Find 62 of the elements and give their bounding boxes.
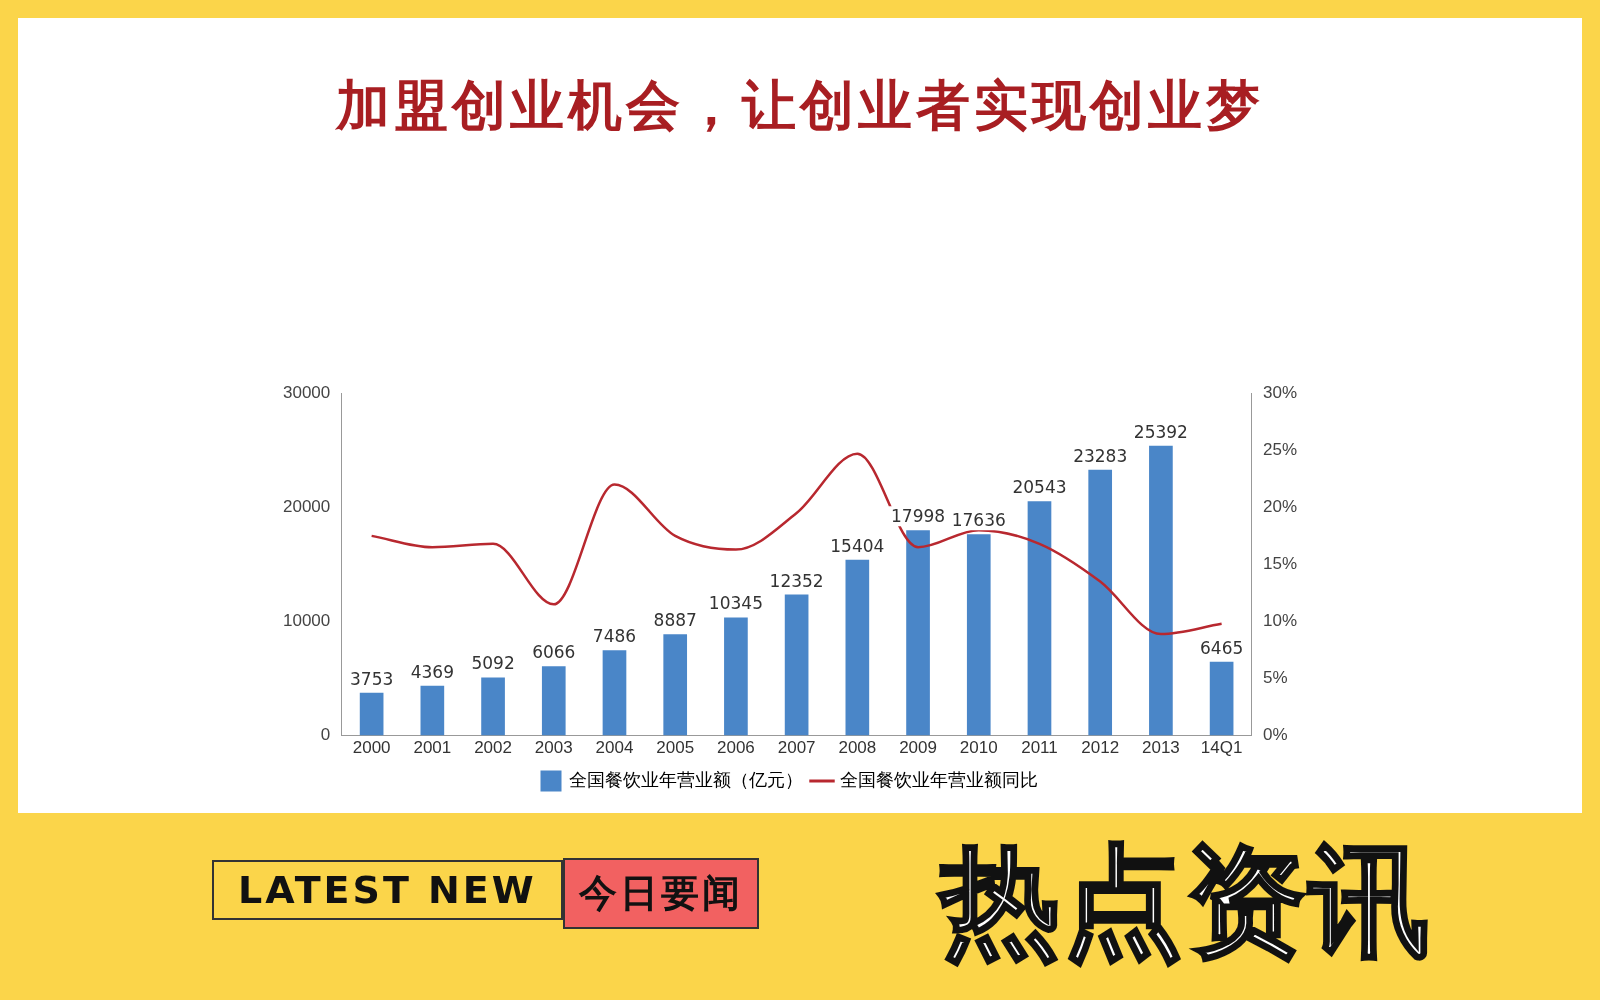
bar <box>602 650 627 736</box>
data-label: 7486 <box>592 626 637 647</box>
y2-tick-label: 10% <box>1262 611 1298 631</box>
bar <box>1149 445 1173 736</box>
data-label: 17636 <box>951 510 1006 531</box>
y2-tick-label: 15% <box>1262 554 1298 574</box>
data-label: 4369 <box>410 661 454 682</box>
x-tick-label: 2012 <box>1081 738 1120 758</box>
y2-tick-label: 0% <box>1262 725 1288 745</box>
bar <box>359 692 384 736</box>
data-label: 25392 <box>1133 421 1188 442</box>
chart-title: 加盟创业机会，让创业者实现创业梦 <box>334 73 1265 139</box>
bar <box>966 534 991 736</box>
text: 热点资讯 <box>940 831 1432 973</box>
data-label: 3753 <box>350 668 394 689</box>
y-tick-label: 30000 <box>282 382 331 402</box>
y-tick-label: 0 <box>320 725 331 745</box>
y-tick-label: 10000 <box>282 611 331 631</box>
legend-label: 全国餐饮业年营业额同比 <box>840 769 1038 790</box>
x-tick-label: 2002 <box>474 738 512 758</box>
x-tick-label: 2006 <box>717 738 755 758</box>
x-tick-label: 2010 <box>959 738 998 758</box>
bar <box>420 685 445 736</box>
bar <box>906 530 930 736</box>
text: 今日要闻 <box>563 858 759 929</box>
x-tick-label: 2004 <box>595 738 634 758</box>
bar <box>663 634 688 736</box>
x-tick-label: 2011 <box>1021 738 1058 758</box>
y2-tick-label: 25% <box>1262 439 1298 459</box>
bar <box>1088 469 1113 736</box>
data-label: 6066 <box>532 642 576 663</box>
y2-tick-label: 5% <box>1262 668 1288 688</box>
bar <box>1209 661 1234 736</box>
bar <box>481 677 505 736</box>
x-tick-label: 2013 <box>1141 738 1180 758</box>
x-tick-label: 2009 <box>899 738 937 758</box>
data-label: 17998 <box>891 506 946 527</box>
text: LATEST NEW <box>212 860 563 920</box>
x-tick-label: 2003 <box>534 738 573 758</box>
legend-label: 全国餐饮业年营业额（亿元） <box>569 769 803 790</box>
data-label: 12352 <box>769 570 824 591</box>
x-tick-label: 14Q1 <box>1200 738 1243 758</box>
x-tick-label: 2005 <box>656 738 695 758</box>
bar <box>784 594 809 736</box>
bar <box>541 666 566 736</box>
data-label: 10345 <box>708 593 763 614</box>
bar <box>845 559 870 736</box>
x-tick-label: 2007 <box>777 738 816 758</box>
data-label: 5092 <box>471 653 515 674</box>
y2-tick-label: 20% <box>1262 497 1298 517</box>
bar <box>1027 501 1052 736</box>
data-label: 6465 <box>1199 637 1244 658</box>
y-tick-label: 20000 <box>282 497 331 517</box>
x-tick-label: 2000 <box>352 738 391 758</box>
x-tick-label: 2001 <box>413 738 452 758</box>
bar <box>724 617 748 736</box>
data-label: 8887 <box>653 610 697 631</box>
data-label: 23283 <box>1073 445 1128 466</box>
y2-tick-label: 30% <box>1262 382 1298 402</box>
data-label: 15404 <box>830 535 885 556</box>
data-label: 20543 <box>1012 477 1067 498</box>
x-tick-label: 2008 <box>838 738 877 758</box>
